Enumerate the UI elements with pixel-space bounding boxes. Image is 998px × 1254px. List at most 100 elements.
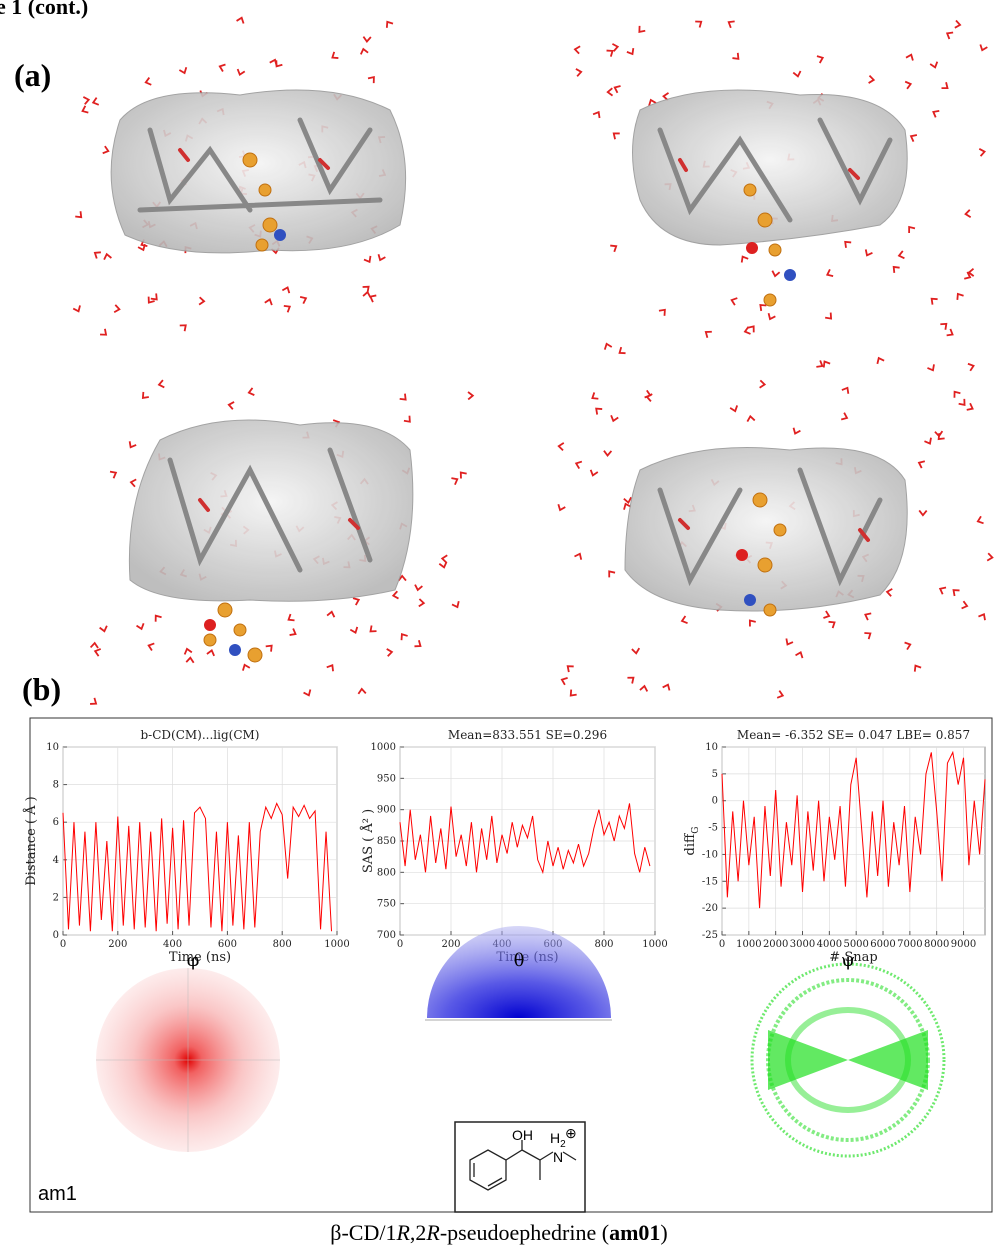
water [866, 249, 873, 255]
water [114, 305, 119, 312]
x-tick-label: 600 [218, 939, 237, 950]
water [894, 267, 900, 273]
water [786, 639, 793, 645]
water [940, 324, 946, 330]
water [95, 252, 101, 258]
water [596, 409, 602, 415]
water [104, 254, 111, 259]
water [149, 643, 155, 650]
water [645, 390, 651, 397]
x-tick-label: 200 [441, 939, 460, 950]
x-tick-label: 2000 [763, 939, 788, 950]
water [919, 510, 926, 515]
water [605, 344, 612, 350]
water [729, 21, 735, 27]
angle-label: φ [187, 950, 200, 971]
water [695, 21, 701, 27]
water [393, 591, 398, 598]
water [817, 56, 823, 63]
y-tick-label: 800 [377, 867, 396, 878]
water [284, 306, 290, 312]
water [627, 48, 633, 54]
water [730, 405, 737, 411]
water [845, 242, 851, 248]
water [608, 88, 613, 95]
y-tick-label: 700 [377, 930, 396, 941]
water [905, 82, 911, 89]
y-axis-label-sub: G [691, 827, 701, 834]
water [639, 26, 645, 32]
water [159, 380, 164, 387]
charge: ⊕ [565, 1125, 577, 1141]
water [461, 472, 467, 478]
water [592, 392, 598, 398]
water [387, 22, 393, 28]
water [179, 67, 186, 73]
water [90, 698, 96, 704]
water [962, 601, 967, 608]
water [823, 611, 829, 618]
x-tick-label: 0 [60, 939, 66, 950]
caption-part: ,2 [410, 1220, 427, 1245]
water [930, 62, 937, 68]
angle-label: ψ [841, 950, 855, 971]
water [682, 616, 688, 623]
caption-part: am01 [609, 1220, 660, 1245]
water [824, 362, 830, 368]
x-tick-label: 1000 [736, 939, 761, 950]
plot-frame [63, 747, 337, 935]
water [558, 504, 565, 510]
water [987, 553, 992, 560]
water [842, 388, 848, 394]
water [769, 313, 776, 319]
x-tick-label: 5000 [843, 939, 868, 950]
water [289, 614, 295, 620]
water [825, 313, 831, 319]
water [620, 347, 626, 353]
x-tick-label: 3000 [790, 939, 815, 950]
water [760, 380, 765, 387]
water [327, 612, 334, 617]
water [220, 64, 226, 71]
plot-frame [722, 747, 985, 935]
y-axis-label: Distance ( Å ) [23, 796, 39, 886]
water [414, 640, 420, 646]
caption-part: β-CD/1 [330, 1220, 396, 1245]
x-axis-label: Time (ns) [169, 950, 231, 965]
water [207, 650, 214, 655]
water [249, 388, 254, 395]
water [706, 332, 712, 338]
water [83, 106, 89, 113]
water [887, 589, 892, 596]
y-tick-label: -25 [702, 930, 718, 941]
water [877, 358, 884, 364]
water [290, 628, 296, 635]
water [909, 227, 915, 233]
water [91, 643, 98, 648]
water [186, 658, 193, 663]
water [947, 329, 953, 335]
water [869, 76, 874, 83]
water [559, 443, 564, 450]
water [146, 78, 152, 85]
atom-label: OH [512, 1127, 533, 1143]
water [865, 613, 871, 620]
water [180, 325, 186, 331]
water [371, 625, 377, 631]
x-tick-label: 1000 [642, 939, 667, 950]
water [640, 686, 647, 691]
x-tick-label: 400 [163, 939, 182, 950]
x-tick-label: 200 [108, 939, 127, 950]
water [932, 299, 938, 305]
water [83, 97, 88, 104]
y-tick-label: 10 [46, 742, 59, 753]
water [137, 623, 144, 629]
chart-title: Mean= -6.352 SE= 0.047 LBE= 0.857 [737, 728, 970, 742]
water [353, 598, 359, 605]
x-tick-label: 6000 [870, 939, 895, 950]
water [899, 251, 904, 258]
atom-label: N [553, 1149, 563, 1165]
y-tick-label: 0 [53, 930, 59, 941]
caption: β-CD/1R,2R-pseudoephedrine (am01) [330, 1220, 667, 1245]
water [402, 634, 408, 640]
